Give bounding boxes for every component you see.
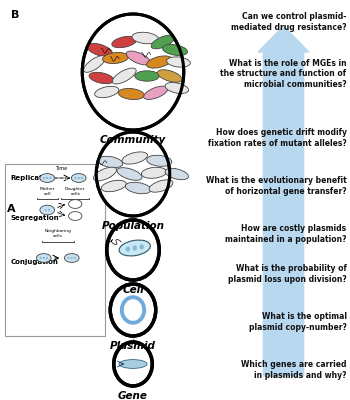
Circle shape (46, 177, 48, 179)
Text: Can we control plasmid-
mediated drug resistance?: Can we control plasmid- mediated drug re… (231, 12, 346, 32)
Ellipse shape (98, 156, 123, 168)
Ellipse shape (87, 43, 112, 57)
Ellipse shape (167, 57, 190, 67)
Ellipse shape (144, 86, 168, 100)
Circle shape (68, 257, 70, 259)
Ellipse shape (122, 152, 147, 164)
Ellipse shape (147, 155, 172, 166)
Ellipse shape (158, 70, 182, 82)
Text: Neighboring
cells: Neighboring cells (44, 230, 71, 238)
Ellipse shape (135, 71, 159, 81)
Ellipse shape (117, 168, 142, 180)
Circle shape (126, 246, 130, 252)
Ellipse shape (149, 180, 173, 192)
Ellipse shape (84, 56, 105, 72)
Ellipse shape (125, 182, 151, 194)
FancyBboxPatch shape (5, 164, 105, 336)
Ellipse shape (94, 86, 119, 98)
Circle shape (46, 257, 48, 259)
Circle shape (74, 257, 76, 259)
Ellipse shape (71, 174, 86, 182)
Ellipse shape (40, 205, 55, 215)
Text: A: A (7, 204, 16, 214)
Circle shape (139, 244, 144, 250)
Text: Time: Time (55, 166, 67, 171)
Circle shape (49, 177, 51, 179)
Ellipse shape (118, 88, 144, 100)
Ellipse shape (162, 44, 188, 56)
Circle shape (40, 257, 42, 259)
Text: Community: Community (100, 135, 166, 145)
Circle shape (43, 257, 45, 259)
Circle shape (107, 220, 159, 280)
Ellipse shape (103, 52, 128, 64)
Circle shape (43, 177, 45, 179)
Text: Segregation: Segregation (10, 215, 59, 221)
Text: Daughter
cells: Daughter cells (65, 187, 85, 196)
Ellipse shape (69, 212, 82, 220)
Circle shape (81, 177, 83, 179)
Circle shape (96, 132, 170, 216)
Circle shape (44, 209, 47, 211)
Text: How does genetic drift modify
fixation rates of mutant alleles?: How does genetic drift modify fixation r… (208, 128, 346, 148)
Ellipse shape (147, 56, 172, 68)
Circle shape (75, 177, 77, 179)
Text: Which genes are carried
in plasmids and why?: Which genes are carried in plasmids and … (241, 360, 346, 380)
Ellipse shape (36, 254, 51, 262)
Ellipse shape (64, 254, 79, 262)
Ellipse shape (165, 82, 189, 94)
Ellipse shape (40, 174, 55, 182)
Ellipse shape (119, 240, 150, 256)
Text: Cell: Cell (122, 285, 144, 295)
Circle shape (110, 284, 156, 336)
Circle shape (71, 257, 73, 259)
Ellipse shape (132, 32, 159, 44)
Ellipse shape (141, 167, 167, 178)
Text: What is the optimal
plasmid copy-number?: What is the optimal plasmid copy-number? (248, 312, 346, 332)
Text: Conjugation: Conjugation (10, 259, 58, 265)
Text: Replication: Replication (10, 175, 55, 181)
Ellipse shape (126, 51, 150, 65)
Ellipse shape (112, 36, 137, 48)
Ellipse shape (119, 360, 147, 368)
FancyArrow shape (258, 26, 309, 376)
Ellipse shape (165, 168, 188, 180)
Ellipse shape (151, 35, 174, 49)
Circle shape (133, 246, 137, 250)
Circle shape (78, 177, 80, 179)
Text: Gene: Gene (118, 391, 148, 400)
Circle shape (114, 342, 152, 386)
Text: Mother
cell: Mother cell (40, 187, 55, 196)
Text: What is the role of MGEs in
the structure and function of
microbial communities?: What is the role of MGEs in the structur… (220, 59, 346, 89)
Ellipse shape (69, 200, 82, 208)
Ellipse shape (101, 180, 126, 192)
Text: Plasmid: Plasmid (110, 341, 156, 351)
Text: Population: Population (102, 221, 164, 231)
Text: B: B (10, 10, 19, 20)
Ellipse shape (89, 72, 114, 84)
Ellipse shape (112, 68, 136, 84)
Ellipse shape (93, 167, 117, 181)
Text: What is the probability of
plasmid loss upon division?: What is the probability of plasmid loss … (228, 264, 346, 284)
Circle shape (48, 209, 50, 211)
Circle shape (82, 14, 184, 130)
Text: What is the evolutionary benefit
of horizontal gene transfer?: What is the evolutionary benefit of hori… (206, 176, 346, 196)
Text: How are costly plasmids
maintained in a population?: How are costly plasmids maintained in a … (225, 224, 346, 244)
